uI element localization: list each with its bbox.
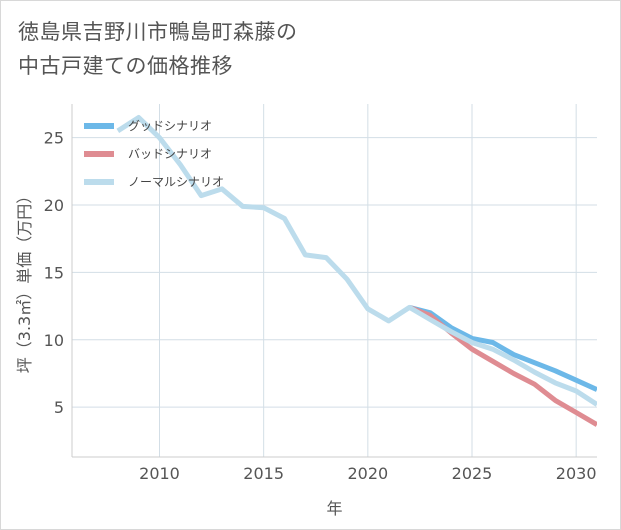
x-tick-label: 2010 bbox=[139, 464, 180, 483]
grid-lines bbox=[72, 104, 597, 457]
y-axis-title: 坪（3.3㎡）単価（万円） bbox=[15, 188, 34, 373]
axes: 2010 2015 2020 2025 2030510152025年坪（3.3㎡）単価（… bbox=[15, 104, 597, 518]
legend-label-good: グッドシナリオ bbox=[128, 119, 212, 133]
y-tick-label: 10 bbox=[44, 331, 64, 350]
y-tick-label: 25 bbox=[44, 129, 64, 148]
y-tick-label: 15 bbox=[44, 263, 64, 282]
series-line-good bbox=[408, 304, 597, 392]
series-lines bbox=[116, 115, 597, 427]
chart-title-line-1: 徳島県吉野川市鴨島町森藤の bbox=[18, 20, 298, 44]
y-tick-label: 20 bbox=[44, 196, 64, 215]
series-line-normal bbox=[116, 115, 597, 407]
x-tick-label: 2030 bbox=[556, 464, 597, 483]
x-tick-label: 2025 bbox=[452, 464, 493, 483]
y-tick-label: 5 bbox=[54, 398, 64, 417]
x-tick-label: 2020 bbox=[347, 464, 388, 483]
legend-label-normal: ノーマルシナリオ bbox=[128, 175, 224, 189]
x-tick-label: 2015 bbox=[243, 464, 284, 483]
chart-title-line-2: 中古戸建ての価格推移 bbox=[18, 54, 233, 78]
chart-title: 徳島県吉野川市鴨島町森藤の 中古戸建ての価格推移 bbox=[18, 15, 298, 83]
x-axis-title: 年 bbox=[326, 499, 342, 518]
legend-label-bad: バッドシナリオ bbox=[128, 147, 212, 161]
